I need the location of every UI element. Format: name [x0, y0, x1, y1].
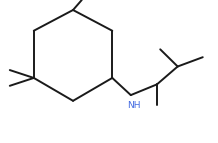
Text: NH: NH: [127, 101, 141, 110]
